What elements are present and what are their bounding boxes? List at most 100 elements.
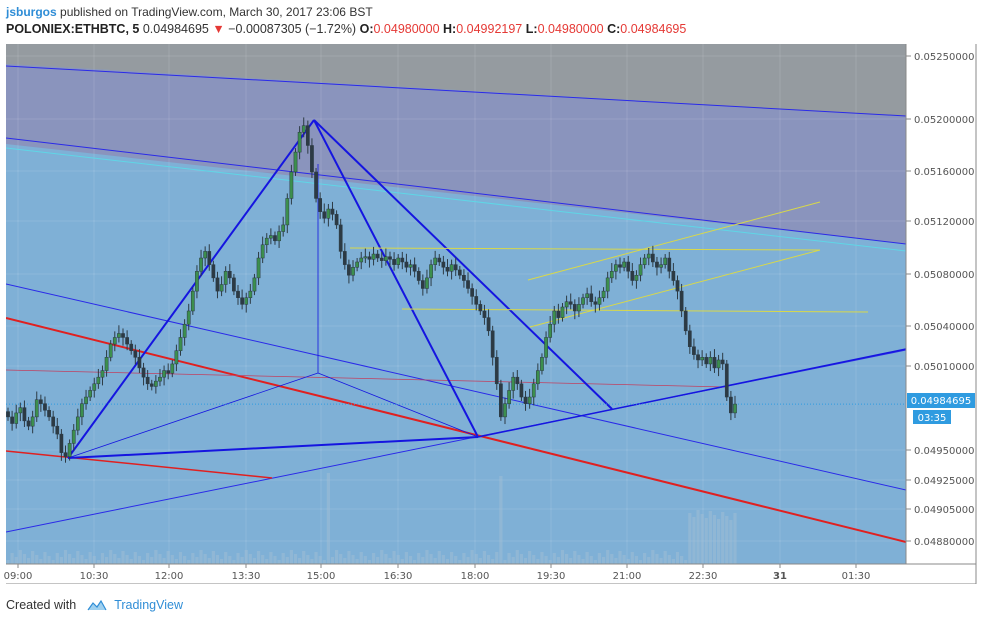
candle-body <box>523 396 528 404</box>
open-label: O: <box>359 22 374 36</box>
volume-bar <box>712 515 717 564</box>
candle-body <box>659 264 663 268</box>
candle-body <box>347 264 351 276</box>
volume-bar <box>174 559 179 564</box>
candle-body <box>548 323 553 338</box>
candle-body <box>733 403 737 414</box>
time-axis[interactable] <box>0 564 906 584</box>
low-label: L: <box>525 22 538 36</box>
volume-bar <box>564 554 569 564</box>
volume-bar <box>14 557 18 564</box>
top-gray-band <box>6 44 906 116</box>
volume-bar <box>285 557 289 564</box>
volume-bar <box>716 519 721 564</box>
last-price: 0.04984695 <box>142 22 209 36</box>
candle-body <box>577 304 581 312</box>
candle-body <box>215 277 220 292</box>
volume-bar <box>523 558 528 564</box>
candle-body <box>166 370 171 374</box>
candle-body <box>470 288 474 297</box>
candle-body <box>92 383 97 391</box>
volume-bar <box>31 551 35 564</box>
candle-body <box>499 383 503 418</box>
price-axis[interactable] <box>906 44 976 584</box>
volume-bar <box>655 554 659 564</box>
candle-body <box>433 257 438 265</box>
volume-bar <box>302 551 306 564</box>
candle-body <box>256 257 261 279</box>
symbol-info: POLONIEX:ETHBTC, 5 0.04984695 ▼ −0.00087… <box>6 20 977 38</box>
high-value: 0.04992197 <box>456 22 523 36</box>
volume-bar <box>343 558 347 564</box>
volume-bar <box>544 556 548 564</box>
volume-bar <box>449 552 454 564</box>
candle-body <box>568 301 573 305</box>
candle-body <box>88 390 92 398</box>
candle-body <box>400 257 405 263</box>
volume-bar <box>219 559 224 564</box>
volume-bar <box>281 553 285 564</box>
pattern-line <box>313 119 479 438</box>
channel-line <box>6 283 906 491</box>
candle-body <box>367 256 372 260</box>
candle-body <box>585 293 589 298</box>
candle-body <box>564 301 569 308</box>
candle-body <box>108 343 113 358</box>
candle-body <box>683 310 688 332</box>
candle-body <box>601 290 606 298</box>
candle-body <box>125 337 129 345</box>
candle-body <box>227 271 232 279</box>
price-tick-label: 0.05120000 <box>914 217 974 228</box>
tradingview-brand-link[interactable]: TradingView <box>114 598 183 612</box>
volume-bar <box>593 560 597 564</box>
candle-body <box>482 310 487 318</box>
price-chart[interactable]: 0.05250000 0.05200000 0.05160000 0.05120000… <box>0 44 983 584</box>
candle-body <box>494 357 499 385</box>
volume-bar <box>63 550 68 564</box>
candle-body <box>453 264 458 271</box>
volume-bar <box>515 550 519 564</box>
candle-body <box>655 261 659 268</box>
volume-bar <box>417 553 421 564</box>
volume-bar <box>154 550 158 564</box>
volume-bar <box>408 556 413 564</box>
candle-body <box>145 376 150 385</box>
candle-body <box>704 357 709 365</box>
candle-body <box>314 171 318 199</box>
candle-body <box>162 370 166 378</box>
candle-body <box>605 277 610 292</box>
volume-bar <box>618 551 622 564</box>
candle-body <box>503 403 507 418</box>
candle-body <box>416 271 421 281</box>
volume-bar <box>330 557 335 564</box>
time-tick-label: 01:30 <box>842 571 871 582</box>
volume-bar <box>601 557 606 564</box>
volume-bar <box>610 554 614 564</box>
volume-bar <box>638 560 643 564</box>
low-value: 0.04980000 <box>537 22 604 36</box>
volume-bar <box>277 560 281 564</box>
candle-body <box>511 376 516 391</box>
candle-body <box>244 297 249 305</box>
volume-bar <box>634 556 639 564</box>
candle-body <box>71 429 76 444</box>
volume-bar <box>236 553 240 564</box>
volume-bar <box>556 557 560 564</box>
volume-bar <box>88 552 92 564</box>
volume-bar <box>35 555 39 564</box>
candle-body <box>716 359 721 369</box>
candle-body <box>535 370 540 385</box>
volume-bar <box>104 557 109 564</box>
candle-body <box>252 277 257 292</box>
volume-bar <box>150 557 154 564</box>
tradingview-cloud-icon[interactable] <box>86 598 108 612</box>
author-link[interactable]: jsburgos <box>6 5 57 19</box>
close-label: C: <box>607 22 621 36</box>
price-tick-label: 0.05250000 <box>914 52 974 63</box>
volume-bar <box>43 552 47 564</box>
volume-bar <box>548 560 552 564</box>
candle-body <box>388 256 392 260</box>
volume-bar <box>359 552 363 564</box>
candle-body <box>117 333 121 338</box>
candle-body <box>420 280 425 289</box>
